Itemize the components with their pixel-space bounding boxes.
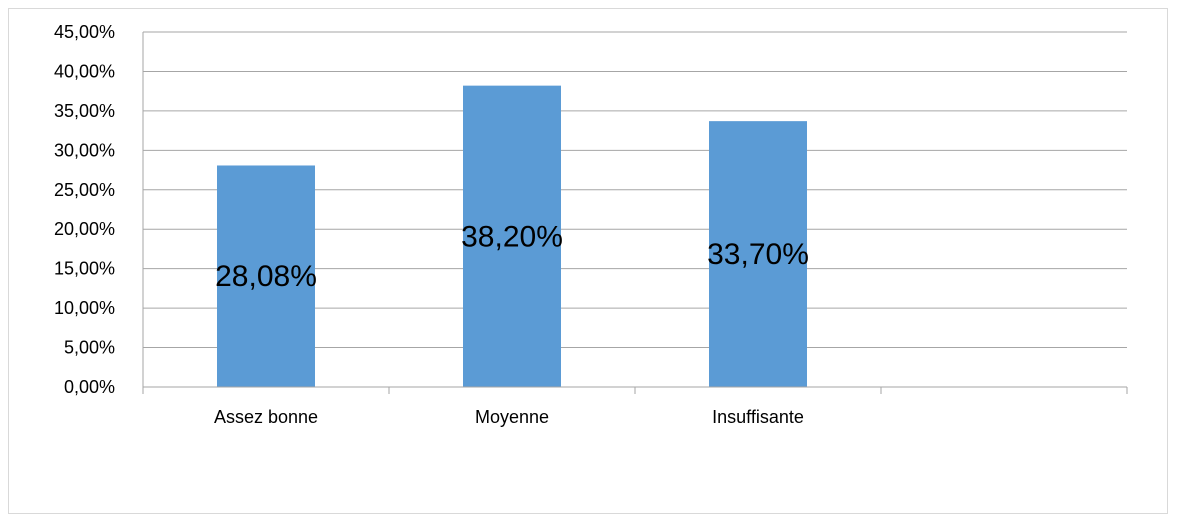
bar bbox=[463, 85, 561, 388]
y-tick-label: 25,00% bbox=[54, 180, 115, 200]
y-tick-label: 35,00% bbox=[54, 101, 115, 121]
y-axis-tick-labels: 0,00% 5,00% 10,00% 15,00% 20,00% 25,00% 30,00%… bbox=[54, 22, 115, 397]
y-tick-label: 15,00% bbox=[54, 259, 115, 279]
x-category-label: Insuffisante bbox=[712, 407, 804, 427]
chart-frame bbox=[8, 8, 1168, 514]
data-label: 28,08% bbox=[215, 260, 317, 293]
y-tick-label: 45,00% bbox=[54, 22, 115, 42]
x-category-label: Moyenne bbox=[475, 407, 549, 427]
bar bbox=[709, 121, 807, 388]
x-axis bbox=[142, 32, 1128, 394]
y-tick-label: 10,00% bbox=[54, 298, 115, 318]
y-tick-label: 5,00% bbox=[64, 338, 115, 358]
y-tick-label: 0,00% bbox=[64, 377, 115, 397]
data-labels: 28,08% 38,20% 33,70% bbox=[215, 220, 809, 293]
x-category-label: Assez bonne bbox=[214, 407, 318, 427]
data-label: 33,70% bbox=[707, 238, 809, 271]
y-tick-label: 20,00% bbox=[54, 219, 115, 239]
y-tick-label: 30,00% bbox=[54, 140, 115, 160]
bar bbox=[217, 165, 315, 387]
data-label: 38,20% bbox=[461, 220, 563, 253]
x-axis-category-labels: Assez bonne Moyenne Insuffisante bbox=[214, 407, 804, 427]
y-tick-label: 40,00% bbox=[54, 61, 115, 81]
bars bbox=[217, 85, 807, 388]
